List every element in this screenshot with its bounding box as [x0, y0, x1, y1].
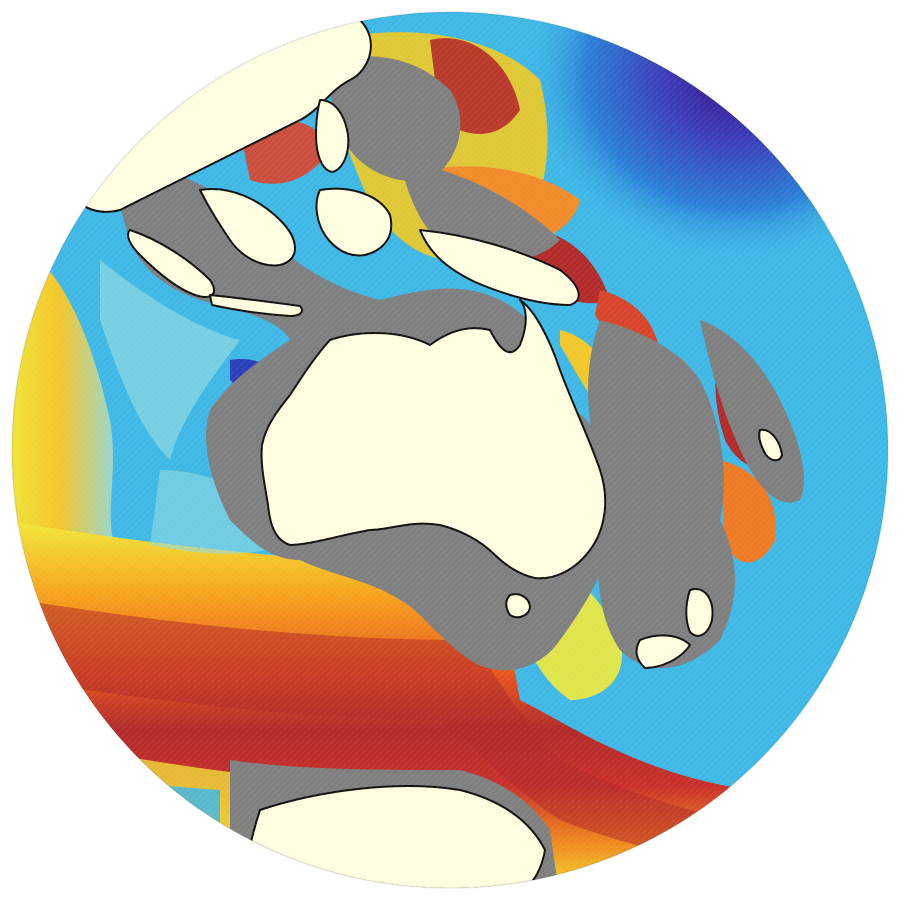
globe-outline: [11, 11, 889, 889]
